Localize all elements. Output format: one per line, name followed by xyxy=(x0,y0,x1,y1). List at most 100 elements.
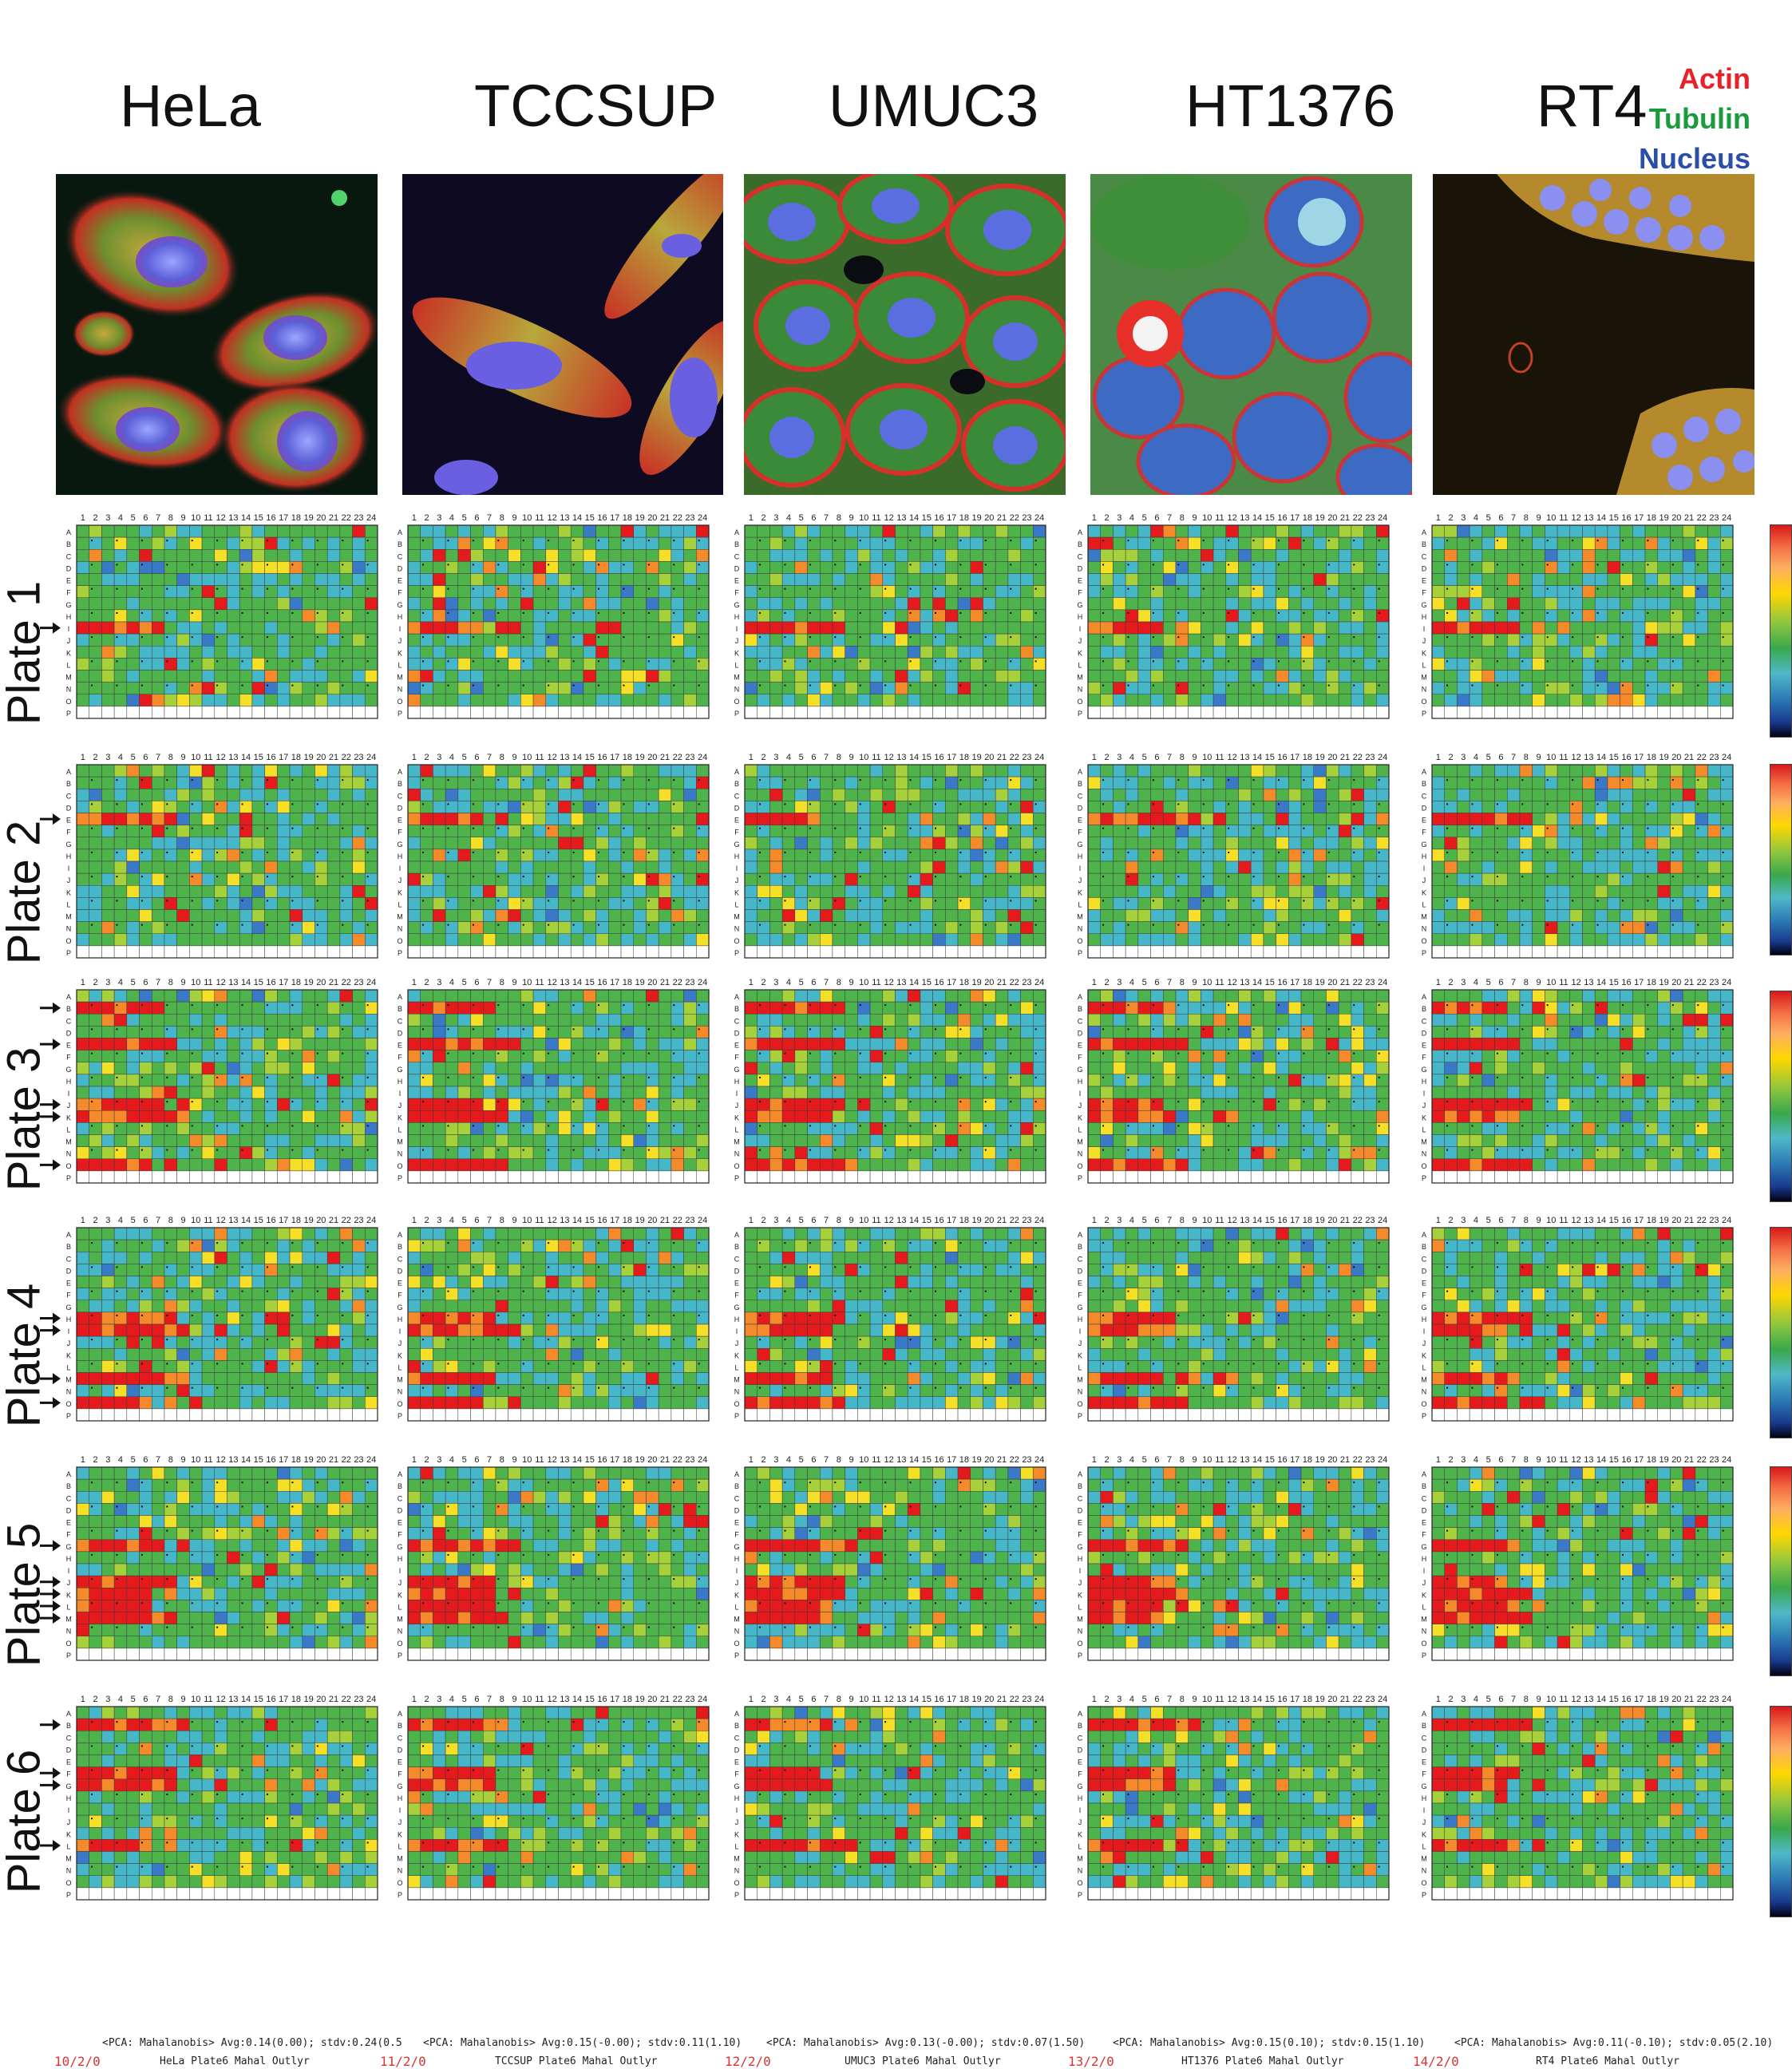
plate-well xyxy=(1445,671,1458,682)
plate-well xyxy=(433,658,445,670)
plate-well xyxy=(1557,598,1570,610)
plate-well xyxy=(1520,537,1533,549)
plate-well xyxy=(1457,561,1470,573)
well-dot xyxy=(422,685,424,686)
plate-well xyxy=(1364,549,1377,561)
row-letter-label: N xyxy=(734,686,740,694)
well-dot xyxy=(497,900,499,901)
well-dot xyxy=(1697,828,1699,829)
plate-well xyxy=(1595,694,1608,706)
plate-well xyxy=(496,586,508,598)
well-dot xyxy=(367,685,369,686)
well-dot xyxy=(935,685,936,686)
plate-well xyxy=(353,682,366,694)
plate-well xyxy=(365,682,378,694)
well-dot xyxy=(1127,876,1129,877)
plate-well xyxy=(1033,946,1046,958)
plate-well xyxy=(1176,910,1189,922)
plate-well xyxy=(1720,849,1733,861)
plate-well xyxy=(571,765,583,777)
plate-well xyxy=(421,873,433,885)
plate-well xyxy=(1113,934,1125,946)
column-number-label: 12 xyxy=(548,753,557,762)
plate-well xyxy=(1351,561,1364,573)
plate-well xyxy=(1239,813,1252,825)
plate-well xyxy=(421,825,433,837)
plate-well xyxy=(1301,789,1314,801)
plate-well xyxy=(1008,922,1021,934)
plate-well xyxy=(983,561,995,573)
plate-well xyxy=(1176,574,1189,586)
plate-well xyxy=(101,910,114,922)
plate-well xyxy=(1708,549,1721,561)
well-dot xyxy=(985,636,987,638)
well-dot xyxy=(1446,564,1448,565)
plate-well xyxy=(596,861,609,873)
plate-well xyxy=(327,922,340,934)
plate-well xyxy=(1151,610,1164,622)
plate-well xyxy=(1125,549,1138,561)
plate-well xyxy=(571,885,583,897)
plate-well xyxy=(1021,861,1034,873)
column-number-label: 21 xyxy=(1340,513,1350,523)
plate-well xyxy=(920,682,933,694)
well-dot xyxy=(935,803,936,805)
well-dot xyxy=(1253,685,1255,686)
column-number-label: 2 xyxy=(93,513,98,523)
plate-well xyxy=(782,622,795,634)
plate-well xyxy=(659,610,671,622)
plate-well xyxy=(671,694,684,706)
plate-well xyxy=(933,801,946,813)
title-ht1376: HT1376 xyxy=(1185,72,1395,140)
plate-well xyxy=(1482,549,1495,561)
plate-well xyxy=(1226,885,1239,897)
plate-well xyxy=(1288,934,1301,946)
plate-well xyxy=(1163,825,1176,837)
plate-well xyxy=(795,549,808,561)
plate-well xyxy=(1176,646,1189,658)
plate-well xyxy=(1213,598,1226,610)
well-dot xyxy=(1035,540,1037,541)
column-number-label: 10 xyxy=(1546,753,1556,762)
plate-well xyxy=(820,789,833,801)
plate-well xyxy=(920,525,933,537)
plate-well xyxy=(496,658,508,670)
plate-well xyxy=(314,897,327,909)
plate-well xyxy=(471,634,484,646)
plate-well xyxy=(1645,706,1658,718)
plate-well xyxy=(1533,634,1545,646)
plate-well xyxy=(458,658,471,670)
plate-well xyxy=(1720,634,1733,646)
plate-well xyxy=(920,610,933,622)
plate-well xyxy=(127,634,140,646)
plate-well xyxy=(1138,586,1151,598)
plate-well xyxy=(1457,610,1470,622)
plate-well xyxy=(1314,549,1327,561)
well-dot xyxy=(523,876,524,877)
plate-well xyxy=(845,837,858,849)
column-number-label: 5 xyxy=(462,513,467,523)
well-dot xyxy=(1328,636,1330,638)
well-dot xyxy=(648,876,650,877)
plate-well xyxy=(782,934,795,946)
plate-well xyxy=(769,837,782,849)
plate-well xyxy=(152,658,164,670)
plate-well xyxy=(114,946,127,958)
plate-well xyxy=(1288,825,1301,837)
plate-well xyxy=(1364,934,1377,946)
plate-well xyxy=(621,574,634,586)
plate-well xyxy=(1495,682,1508,694)
plate-well xyxy=(684,671,697,682)
plate-well xyxy=(227,777,240,789)
plate-well xyxy=(833,646,845,658)
plate-well xyxy=(1339,694,1351,706)
plate-well xyxy=(1176,610,1189,622)
plate-well xyxy=(908,586,920,598)
plate-well xyxy=(971,910,983,922)
well-dot xyxy=(884,564,886,565)
well-dot xyxy=(1471,564,1473,565)
plate-well xyxy=(634,706,647,718)
row-letter-label: J xyxy=(398,876,402,884)
well-dot xyxy=(317,876,318,877)
plate-well xyxy=(1708,561,1721,573)
